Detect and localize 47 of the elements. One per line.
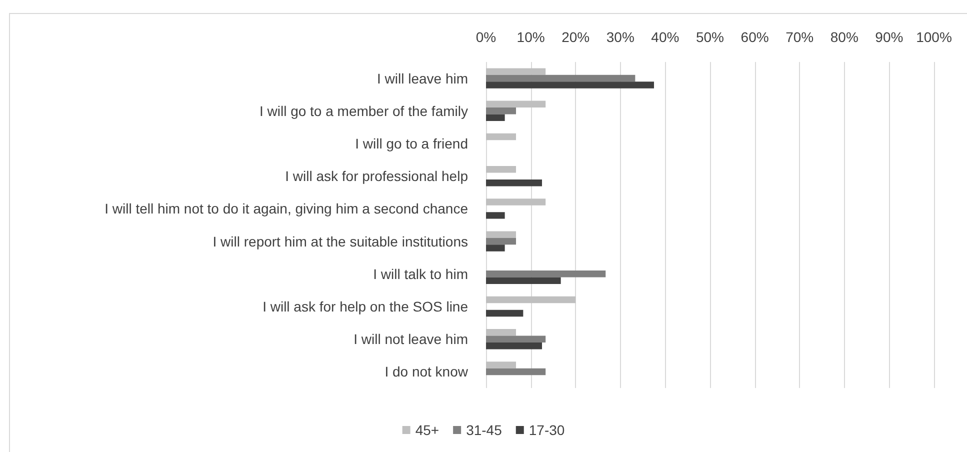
- x-tick-label: 100%: [916, 29, 952, 45]
- bar: [486, 342, 542, 350]
- y-tick-label: I will tell him not to do it again, giving him a second chance: [104, 200, 468, 217]
- y-tick-label: I will report him at the suitable institutions: [212, 233, 468, 250]
- bar: [486, 166, 516, 173]
- x-tick-label: 80%: [830, 29, 858, 45]
- x-tick-label: 0%: [476, 29, 496, 45]
- bar: [486, 270, 606, 278]
- bar: [486, 296, 576, 304]
- bar: [486, 82, 654, 88]
- bar: [486, 100, 546, 108]
- bar: [486, 133, 516, 140]
- bar: [486, 212, 505, 219]
- y-tick-label: I will ask for professional help: [285, 168, 468, 184]
- bar: [486, 114, 505, 122]
- bar: [486, 108, 516, 114]
- x-tick-label: 40%: [651, 29, 680, 45]
- bar: [486, 238, 516, 245]
- y-tick-label: I will go to a member of the family: [259, 102, 468, 119]
- bar: [486, 179, 542, 186]
- bar: [486, 362, 516, 368]
- bar: [486, 336, 546, 342]
- bar: [486, 310, 524, 317]
- bar: [486, 198, 546, 206]
- bar: [486, 74, 636, 82]
- y-tick-label: I will go to a friend: [355, 136, 468, 152]
- x-tick-label: 30%: [606, 29, 634, 45]
- legend-label: 45+: [415, 422, 440, 438]
- y-tick-label: I will talk to him: [373, 266, 468, 282]
- x-tick-label: 70%: [786, 29, 814, 45]
- y-tick-label: I will ask for help on the SOS line: [262, 298, 468, 314]
- x-tick-label: 60%: [740, 29, 769, 45]
- y-tick-label: I will leave him: [376, 70, 468, 86]
- legend-label: 17-30: [528, 422, 565, 438]
- x-tick-label: 10%: [516, 29, 545, 45]
- x-tick-label: 90%: [875, 29, 904, 45]
- y-tick-label: I will not leave him: [354, 331, 468, 348]
- x-tick-label: 20%: [562, 29, 590, 45]
- bar: [486, 368, 546, 376]
- bar: [486, 231, 516, 238]
- bar: [486, 244, 505, 252]
- y-tick-label: I do not know: [384, 364, 469, 380]
- bar: [486, 277, 561, 284]
- bar: [486, 68, 546, 75]
- legend-label: 31-45: [466, 422, 502, 438]
- x-tick-label: 50%: [696, 29, 724, 45]
- bar: [486, 328, 516, 336]
